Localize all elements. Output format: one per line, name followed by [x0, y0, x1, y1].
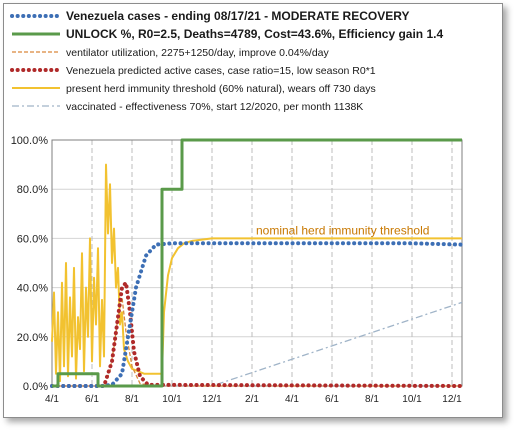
y-tick-label: 20.0% — [17, 332, 48, 344]
series-line — [50, 280, 464, 388]
x-tick-label: 10/1 — [402, 394, 422, 405]
herd-threshold-annotation: nominal herd immunity threshold — [256, 223, 429, 237]
x-tick-label: 8/1 — [365, 394, 379, 405]
legend-label: ventilator utilization, 2275+1250/day, i… — [66, 47, 330, 59]
x-axis: 4/1 6/1 8/1 10/1 12/1 2/1 4/1 6/1 8/1 10/1 12/1 — [45, 394, 462, 405]
x-tick-label: 12/1 — [442, 394, 462, 405]
legend: Venezuela cases - ending 08/17/21 - MODE… — [10, 9, 443, 113]
y-tick-label: 80.0% — [17, 184, 48, 196]
legend-label: UNLOCK %, R0=2.5, Deaths=4789, Cost=43.6… — [66, 27, 443, 41]
x-tick-label: 2/1 — [245, 394, 259, 405]
x-tick-label: 10/1 — [162, 394, 182, 405]
legend-label: Venezuela predicted active cases, case r… — [66, 65, 376, 77]
series-line — [51, 163, 462, 383]
y-tick-label: 60.0% — [17, 233, 48, 245]
legend-label: Venezuela cases - ending 08/17/21 - MODE… — [66, 9, 409, 23]
y-tick-label: 40.0% — [17, 283, 48, 295]
x-tick-label: 6/1 — [85, 394, 99, 405]
y-tick-label: 0.0% — [23, 381, 48, 393]
chart-frame — [3, 3, 503, 418]
series-line — [50, 241, 464, 388]
legend-label: vaccinated - effectiveness 70%, start 12… — [66, 101, 363, 113]
x-tick-label: 8/1 — [125, 394, 139, 405]
x-tick-label: 6/1 — [325, 394, 339, 405]
y-axis: 0.0% 20.0% 40.0% 60.0% 80.0% 100.0% — [11, 135, 49, 393]
y-tick-label: 100.0% — [11, 135, 49, 147]
series-line — [52, 296, 462, 387]
x-tick-label: 12/1 — [202, 394, 222, 405]
series-line — [52, 138, 462, 388]
x-tick-label: 4/1 — [45, 394, 59, 405]
series-lines — [50, 138, 464, 388]
x-tick-label: 4/1 — [285, 394, 299, 405]
legend-label: present herd immunity threshold (60% nat… — [66, 83, 376, 95]
